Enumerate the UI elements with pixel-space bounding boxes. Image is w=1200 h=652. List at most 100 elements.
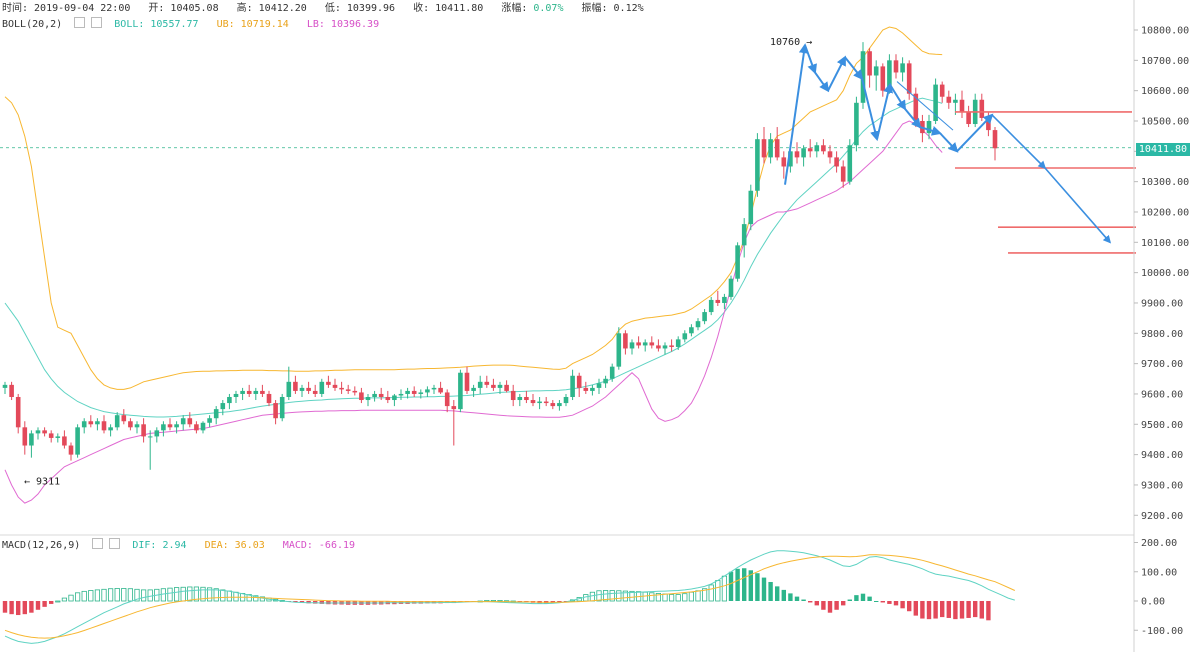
boll-mid-value: 10557.77 (150, 19, 199, 30)
candle-body (273, 403, 278, 419)
candle-body (471, 387, 476, 391)
candle-body (510, 390, 516, 401)
macd-bar (147, 589, 153, 602)
candle-body (431, 387, 437, 390)
boll-label: BOLL(20,2) (2, 19, 63, 30)
wave-arrow (861, 78, 880, 142)
candle-body (385, 396, 391, 401)
macd-bar (431, 601, 437, 604)
candle-body (161, 424, 166, 431)
macd-bar (306, 601, 311, 604)
macd-bar (675, 594, 681, 602)
candle-body (484, 381, 490, 385)
macd-bar (913, 601, 918, 616)
macd-bar (695, 590, 701, 602)
macd-bar (953, 601, 958, 620)
candle-body (557, 403, 562, 407)
candle-body (326, 381, 331, 385)
macd-bar (68, 594, 74, 602)
boll-mid-label: BOLL: (114, 19, 145, 30)
candle-body (893, 60, 899, 73)
candle-body (675, 339, 681, 347)
candle-body (425, 389, 430, 393)
candle-body (398, 393, 404, 396)
candle-body (821, 145, 826, 152)
macd-bar (167, 587, 173, 602)
dea-value: 36.03 (234, 540, 265, 551)
macd-bar (814, 601, 819, 606)
macd-close-icon[interactable] (109, 538, 121, 549)
candle-body (524, 396, 529, 401)
candle-body (240, 390, 245, 394)
price-tick-label: 9200.00 (1141, 511, 1183, 522)
price-tick-label: 10200.00 (1141, 207, 1189, 218)
candle-body (761, 139, 767, 158)
close-icon[interactable] (91, 17, 103, 28)
candle-body (814, 145, 820, 152)
macd-bar (49, 601, 54, 604)
candle-body (708, 299, 714, 313)
macd-label: MACD(12,26,9) (2, 540, 81, 551)
candle-body (603, 378, 608, 384)
dif-value: 2.94 (162, 540, 187, 551)
dea-line (4, 554, 1016, 639)
macd-bar (173, 587, 180, 602)
macd-bar (933, 601, 938, 619)
macd-bar (220, 589, 226, 602)
boll-ub-value: 10719.14 (240, 19, 289, 30)
candle-body (807, 148, 813, 152)
candle-body (992, 130, 998, 149)
price-tick-label: 10300.00 (1141, 177, 1189, 188)
analysis-drawings: 10760 → ← 9311 (24, 37, 1136, 488)
candle-body (873, 66, 879, 76)
candle-body (926, 120, 932, 134)
macd-bar (742, 568, 747, 601)
candle-body (35, 430, 41, 434)
price-tick-label: 9500.00 (1141, 420, 1183, 431)
price-tick-label: 9700.00 (1141, 359, 1183, 370)
time-value: 2019-09-04 22:00 (34, 3, 131, 14)
candle-body (563, 396, 569, 404)
candle-body (174, 424, 179, 428)
price-tick-label: 10100.00 (1141, 238, 1189, 249)
candle-body (260, 390, 265, 394)
bollinger-bands (0, 26, 1134, 504)
macd-bar (887, 601, 892, 604)
macd-settings-icon[interactable] (92, 538, 104, 549)
candle-body (134, 424, 140, 428)
candle-body (755, 139, 760, 191)
candle-body (378, 393, 384, 397)
price-axis: 10800.0010700.0010600.0010500.0010400.00… (1133, 0, 1189, 652)
candle-body (299, 387, 305, 391)
macd-bar (629, 590, 635, 602)
candle-body (81, 421, 87, 428)
settings-icon[interactable] (74, 17, 86, 28)
candle-body (253, 390, 259, 394)
candle-body (438, 387, 443, 393)
price-tick-label: 9300.00 (1141, 480, 1183, 491)
candle-body (48, 433, 54, 438)
candle-body (88, 421, 94, 425)
candle-body (405, 390, 410, 394)
current-price-tag: 10411.80 (1136, 143, 1190, 156)
macd-bar (827, 601, 833, 613)
macd-bar (926, 601, 932, 620)
candle-body (933, 84, 938, 121)
macd-bar (715, 580, 721, 602)
candle-body (154, 430, 160, 437)
macd-bar (253, 595, 259, 602)
candle-body (266, 393, 272, 404)
price-tick-label: 9800.00 (1141, 329, 1183, 340)
candle-body (312, 390, 318, 394)
macd-bar (193, 586, 199, 602)
boll-upper-line (4, 26, 943, 390)
ohlc-header: 时间: 2019-09-04 22:00 开: 10405.08 高: 10412.2… (2, 3, 656, 15)
candle-body (147, 436, 153, 438)
low-label: 低: (324, 3, 341, 14)
macd-bar (821, 601, 826, 610)
candle-body (220, 403, 226, 410)
macd-bar (900, 601, 905, 609)
candle-body (715, 299, 721, 303)
candle-body (590, 387, 595, 391)
